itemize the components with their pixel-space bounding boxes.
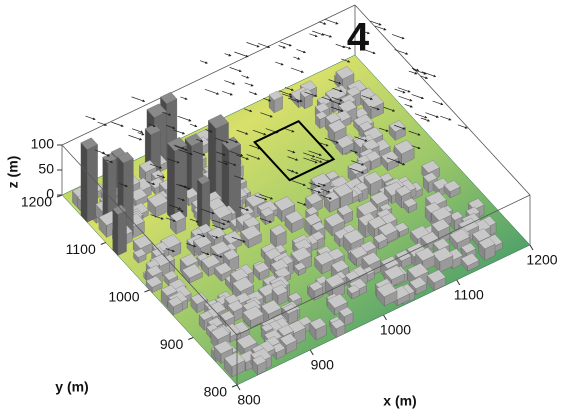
x-tick-label: 1100	[454, 287, 484, 303]
wind-arrow	[85, 116, 95, 119]
building-side	[202, 181, 210, 230]
wind-arrow	[392, 34, 404, 38]
building-side	[118, 210, 127, 255]
wind-arrow	[200, 61, 207, 64]
y-tick-mark	[232, 385, 237, 387]
x-tick-mark	[530, 245, 533, 250]
building-side	[113, 209, 118, 256]
building-side	[167, 143, 174, 222]
wind-arrow	[111, 122, 123, 126]
wind-arrow	[412, 94, 424, 98]
scene	[57, 5, 533, 390]
wind-arrow	[323, 34, 332, 37]
wind-arrow	[249, 92, 257, 95]
wind-arrow	[245, 83, 253, 86]
wind-arrow	[222, 91, 232, 95]
z-axis-label: z (m)	[5, 156, 21, 189]
wind-arrow	[246, 42, 259, 46]
x-tick-label: 1200	[526, 252, 557, 268]
wind-arrow	[336, 44, 345, 47]
wind-arrow	[275, 62, 283, 65]
z-tick-label: 0	[46, 186, 54, 202]
wind-arrow	[230, 67, 242, 71]
wind-arrow	[309, 34, 317, 37]
wind-arrow	[258, 43, 269, 47]
wind-arrow	[132, 97, 145, 102]
wind-arrow	[293, 57, 299, 59]
wind-arrow	[415, 114, 427, 118]
y-tick-label: 1000	[108, 289, 139, 305]
wind-arrow	[319, 22, 326, 24]
wind-arrow	[132, 129, 143, 133]
wind-arrow	[224, 81, 234, 85]
wind-arrow	[138, 133, 144, 135]
y-tick-mark	[188, 338, 193, 340]
wind-arrow	[178, 116, 191, 121]
y-tick-mark	[145, 290, 150, 292]
x-tick-label: 900	[311, 357, 335, 373]
wind-arrow	[296, 49, 305, 52]
wind-arrow	[399, 96, 412, 101]
wind-arrow	[205, 89, 219, 94]
wind-arrow	[433, 101, 443, 105]
x-tick-mark	[457, 280, 460, 285]
y-tick-label: 1100	[66, 241, 96, 257]
wind-arrow	[180, 97, 187, 99]
z-tick-label: 100	[31, 136, 55, 152]
wind-arrow	[440, 116, 451, 120]
wind-arrow	[234, 52, 248, 57]
wind-arrow	[280, 42, 291, 46]
wind-arrow	[291, 68, 303, 72]
wind-arrow	[312, 31, 324, 35]
panel-label: 4	[347, 16, 370, 60]
x-tick-mark	[237, 385, 240, 390]
x-tick-label: 800	[237, 392, 261, 408]
wind-arrow	[242, 75, 249, 77]
z-tick-label: 50	[38, 161, 54, 177]
wind-arrow	[409, 71, 417, 74]
wind-arrow	[422, 72, 436, 77]
y-tick-mark	[101, 243, 106, 245]
x-axis-label: x (m)	[383, 393, 416, 409]
wind-arrow	[129, 135, 142, 140]
y-tick-label: 900	[160, 336, 184, 352]
chart: x (m) y (m) z (m) 4 80090010001100120080…	[0, 0, 565, 415]
wind-arrow	[279, 46, 286, 48]
building-side	[81, 143, 87, 223]
wind-arrow	[225, 54, 231, 56]
wind-arrow	[398, 88, 410, 92]
wind-arrow	[421, 118, 430, 121]
x-tick-mark	[310, 350, 313, 355]
x-tick-mark	[384, 315, 387, 320]
wind-arrow	[325, 19, 338, 24]
wind-arrow	[405, 104, 413, 107]
wind-arrow	[425, 113, 438, 118]
y-tick-label: 800	[204, 384, 228, 400]
wind-arrow	[98, 122, 107, 125]
x-tick-label: 1000	[380, 322, 411, 338]
wind-arrow	[395, 50, 408, 55]
wind-arrow	[190, 124, 197, 126]
y-axis-label: y (m)	[55, 379, 88, 395]
